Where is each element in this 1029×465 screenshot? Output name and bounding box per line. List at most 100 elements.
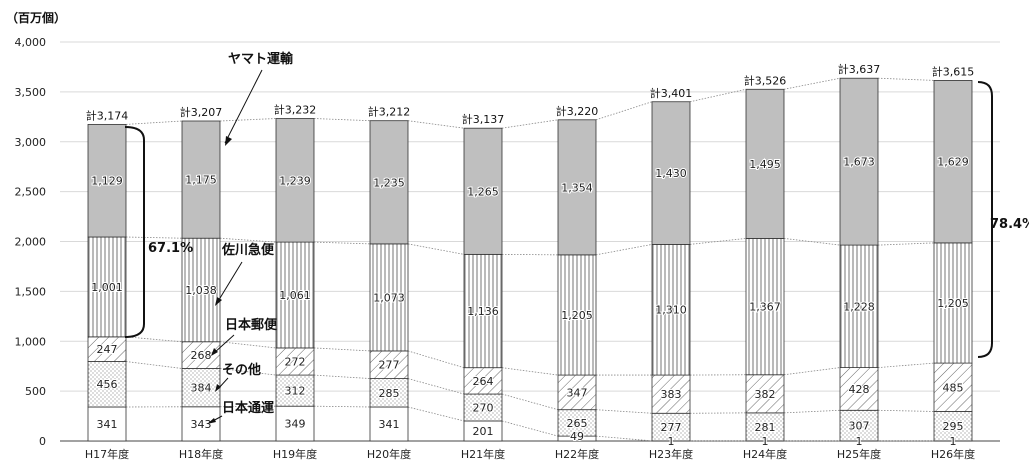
bar-segment — [181, 120, 221, 239]
y-tick-label: 1,000 — [15, 335, 47, 348]
y-tick-label: 2,000 — [15, 236, 47, 249]
data-label: 1,495 — [749, 158, 781, 171]
data-label: 270 — [473, 401, 494, 414]
total-label: 計3,401 — [650, 86, 693, 100]
connector-line — [877, 362, 935, 368]
bar-segment — [839, 77, 879, 246]
bar-segment — [463, 253, 503, 369]
data-label: 1,129 — [91, 175, 123, 188]
connector-line — [313, 374, 371, 379]
connector-line — [877, 77, 935, 81]
data-label: 341 — [379, 418, 400, 431]
bar-segment — [651, 243, 691, 376]
total-label: 計3,526 — [744, 73, 787, 87]
bar-segment — [463, 393, 503, 422]
bar-segment — [933, 362, 973, 412]
data-label: 382 — [755, 388, 776, 401]
connector-line — [219, 118, 277, 122]
connector-line — [783, 367, 841, 376]
data-label: 1,205 — [561, 309, 593, 322]
data-label: 383 — [661, 388, 682, 401]
bar-segment — [275, 374, 315, 407]
callout-label-yamato: ヤマト運輸 — [228, 51, 294, 67]
bar-segment — [87, 123, 127, 238]
bar-segment — [87, 406, 127, 442]
callout-arrow-sagawa — [216, 261, 243, 304]
total-label: 計3,207 — [180, 105, 223, 119]
callout-label-yubin: 日本郵便 — [225, 317, 278, 333]
bar-segment — [275, 405, 315, 442]
bar-segment — [745, 374, 785, 414]
connector-line — [125, 361, 183, 369]
bar-segment — [839, 409, 879, 442]
bar-segment — [839, 367, 879, 411]
connector-line — [595, 243, 653, 256]
data-label: 295 — [943, 420, 964, 433]
data-label: 268 — [191, 349, 212, 362]
data-label: 347 — [567, 386, 588, 399]
x-tick-label: H18年度 — [179, 447, 223, 461]
data-label: 1,001 — [91, 281, 123, 294]
bar-segment — [933, 411, 973, 442]
data-label: 341 — [97, 418, 118, 431]
bar-segment — [839, 244, 879, 368]
data-label: 1,205 — [937, 297, 969, 310]
connector-line — [313, 405, 371, 408]
total-label: 計3,637 — [838, 62, 881, 76]
connector-line — [501, 119, 559, 129]
data-label: 277 — [379, 359, 400, 372]
total-label: 計3,232 — [274, 103, 317, 117]
data-label: 343 — [191, 418, 212, 431]
bar-segment — [369, 406, 409, 442]
data-label: 1,265 — [467, 185, 499, 198]
bar-segment — [181, 237, 221, 343]
callout-label-nittsu: 日本通運 — [222, 400, 274, 416]
arrowhead-other — [215, 384, 221, 392]
data-label: 1,673 — [843, 156, 875, 169]
bar-segment — [181, 368, 221, 408]
data-label: 1 — [668, 435, 675, 448]
connector-line — [219, 237, 277, 243]
data-label: 281 — [755, 421, 776, 434]
bar-segment — [745, 88, 785, 239]
connector-line — [595, 435, 653, 442]
connector-line — [595, 101, 653, 121]
callout-arrow-yubin — [213, 334, 235, 354]
data-label: 201 — [473, 425, 494, 438]
x-tick-label: H25年度 — [837, 447, 881, 461]
data-label: 1,629 — [937, 156, 969, 169]
y-tick-label: 2,500 — [15, 186, 47, 199]
unit-label: （百万個） — [6, 10, 66, 25]
x-tick-label: H19年度 — [273, 447, 317, 461]
bar-segment — [651, 374, 691, 414]
connector-line — [219, 368, 277, 376]
data-label: 428 — [849, 383, 870, 396]
connector-line — [125, 120, 183, 125]
data-label: 1,175 — [185, 174, 217, 187]
arrowhead-yubin — [211, 348, 218, 356]
connector-line — [501, 393, 559, 411]
data-label: 1,235 — [373, 176, 405, 189]
data-label: 307 — [849, 420, 870, 433]
data-label: 1,038 — [185, 284, 217, 297]
data-label: 312 — [285, 385, 306, 398]
total-label: 計3,212 — [368, 105, 411, 119]
connector-line — [407, 406, 465, 422]
y-tick-label: 500 — [25, 385, 46, 398]
data-label: 285 — [379, 387, 400, 400]
total-label: 計3,174 — [86, 108, 129, 122]
data-label: 1,430 — [655, 167, 687, 180]
callout-label-other: その他 — [222, 362, 261, 378]
arrowhead-sagawa — [215, 297, 222, 306]
bracket-h26 — [977, 81, 993, 358]
connector-line — [595, 409, 653, 414]
data-label: 1 — [762, 435, 769, 448]
connector-line — [125, 336, 183, 343]
bar-segment — [275, 347, 315, 376]
connector-line — [313, 241, 371, 245]
data-label: 1,354 — [561, 181, 593, 194]
bar-segment — [557, 409, 597, 437]
data-label: 1 — [856, 435, 863, 448]
bar-segment — [181, 341, 221, 369]
